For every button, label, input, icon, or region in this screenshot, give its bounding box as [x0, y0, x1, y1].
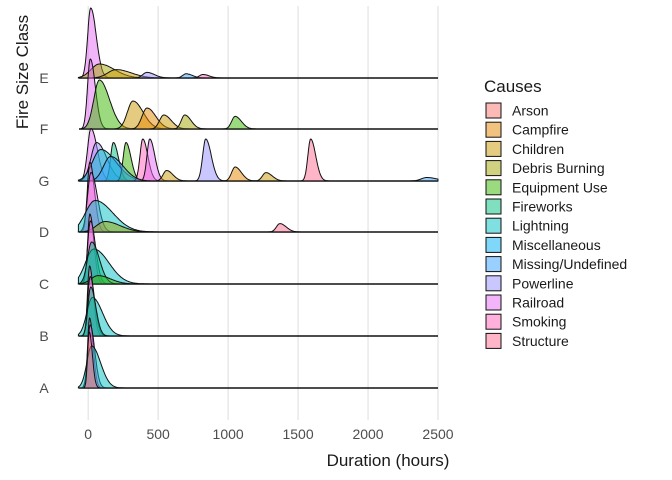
legend-label-children: Children — [512, 141, 564, 157]
legend-key-structure — [485, 332, 502, 349]
y-tick-F: F — [40, 121, 49, 137]
ridge-E — [77, 7, 438, 79]
y-tick-A: A — [39, 380, 49, 396]
y-tick-C: C — [39, 276, 49, 292]
density-F-equipment-use-6 — [223, 115, 260, 130]
legend-label-miscellaneous: Miscellaneous — [512, 237, 601, 253]
legend-key-fireworks — [485, 198, 502, 215]
legend-key-railroad — [485, 294, 502, 311]
density-F-debris-burning-5 — [172, 114, 210, 130]
y-tick-D: D — [39, 224, 49, 240]
legend-title: Causes — [484, 77, 542, 96]
legend: Causes Arson Campfire Children Debris Burni… — [484, 77, 627, 349]
ridge-A — [77, 317, 438, 389]
legend-label-fireworks: Fireworks — [512, 199, 573, 215]
legend-key-miscellaneous — [485, 236, 502, 253]
legend-label-lightning: Lightning — [512, 218, 569, 234]
ridge-C — [77, 213, 438, 285]
ridge-F — [79, 58, 438, 130]
x-tick-2500: 2500 — [422, 426, 453, 442]
y-tick-E: E — [39, 70, 48, 86]
x-tick-2000: 2000 — [352, 426, 383, 442]
ridge-B — [77, 265, 438, 337]
density-G-missing-undefined-13 — [408, 177, 439, 182]
density-G-children-8 — [154, 170, 192, 182]
density-D-structure-4 — [268, 223, 305, 233]
legend-key-lightning — [485, 217, 502, 234]
x-tick-1500: 1500 — [282, 426, 313, 442]
legend-label-powerline: Powerline — [512, 275, 574, 291]
density-G-campfire-10 — [223, 166, 260, 182]
x-tick-0: 0 — [84, 426, 92, 442]
legend-label-smoking: Smoking — [512, 314, 566, 330]
density-E-powerline-3 — [133, 71, 177, 79]
legend-label-railroad: Railroad — [512, 295, 564, 311]
legend-label-campfire: Campfire — [512, 122, 569, 138]
density-G-missing-undefined-7 — [87, 155, 160, 182]
x-gridlines — [87, 6, 439, 420]
x-tick-1000: 1000 — [213, 426, 244, 442]
x-tick-labels: 0 500 1000 1500 2000 2500 — [84, 426, 453, 442]
x-axis-title: Duration (hours) — [327, 451, 450, 470]
legend-label-structure: Structure — [512, 333, 569, 349]
density-A-arson-3 — [83, 331, 102, 389]
y-tick-B: B — [39, 328, 48, 344]
legend-label-debris-burning: Debris Burning — [512, 160, 605, 176]
density-G-structure-12 — [301, 138, 331, 182]
ridge-G — [77, 127, 439, 182]
legend-key-debris-burning — [485, 160, 502, 177]
y-tick-G: G — [39, 173, 50, 189]
legend-key-children — [485, 140, 502, 157]
legend-key-missing-undefined — [485, 256, 502, 273]
legend-key-arson — [485, 102, 502, 119]
legend-key-smoking — [485, 313, 502, 330]
legend-label-equipment-use: Equipment Use — [512, 179, 608, 195]
legend-key-powerline — [485, 275, 502, 292]
ridge-D — [77, 161, 438, 233]
density-E-smoking-5 — [191, 74, 228, 79]
x-tick-500: 500 — [146, 426, 170, 442]
legend-label-arson: Arson — [512, 103, 549, 119]
ridges — [77, 7, 439, 389]
legend-label-missing-undefined: Missing/Undefined — [512, 256, 627, 272]
density-G-powerline-9 — [195, 138, 228, 182]
legend-key-equipment-use — [485, 179, 502, 196]
y-axis-title: Fire Size Class — [13, 15, 32, 129]
y-tick-labels: A B C D G F E — [39, 70, 50, 396]
density-G-children-11 — [254, 172, 291, 182]
legend-key-campfire — [485, 121, 502, 138]
